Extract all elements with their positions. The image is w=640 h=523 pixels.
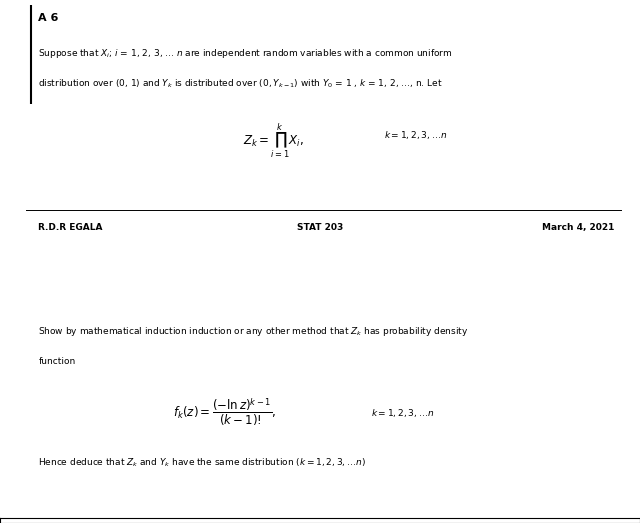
Text: STAT 203: STAT 203	[297, 223, 343, 232]
Text: A 6: A 6	[38, 13, 59, 23]
Text: Suppose that $X_i$; $i$ = 1, 2, 3, ... $n$ are independent random variables with: Suppose that $X_i$; $i$ = 1, 2, 3, ... $…	[38, 47, 453, 60]
Text: $f_k(z) = \dfrac{(-\ln z)^{k-1}}{(k-1)!},$: $f_k(z) = \dfrac{(-\ln z)^{k-1}}{(k-1)!}…	[173, 396, 276, 428]
Text: $k = 1, 2, 3, \ldots n$: $k = 1, 2, 3, \ldots n$	[384, 130, 447, 141]
Text: $k = 1, 2, 3, \ldots n$: $k = 1, 2, 3, \ldots n$	[371, 407, 435, 419]
Text: Hence deduce that $Z_k$ and $Y_k$ have the same distribution $(k = 1, 2, 3, \ldo: Hence deduce that $Z_k$ and $Y_k$ have t…	[38, 457, 366, 470]
Text: function: function	[38, 357, 76, 366]
Text: R.D.R EGALA: R.D.R EGALA	[38, 223, 103, 232]
Text: $Z_k = \prod_{i=1}^{k} X_i,$: $Z_k = \prod_{i=1}^{k} X_i,$	[243, 122, 304, 160]
Text: Show by mathematical induction induction or any other method that $Z_k$ has prob: Show by mathematical induction induction…	[38, 325, 468, 338]
Text: March 4, 2021: March 4, 2021	[542, 223, 614, 232]
Text: distribution over (0, 1) and $Y_k$ is distributed over $(0, Y_{k-1})$ with $Y_0$: distribution over (0, 1) and $Y_k$ is di…	[38, 78, 443, 90]
